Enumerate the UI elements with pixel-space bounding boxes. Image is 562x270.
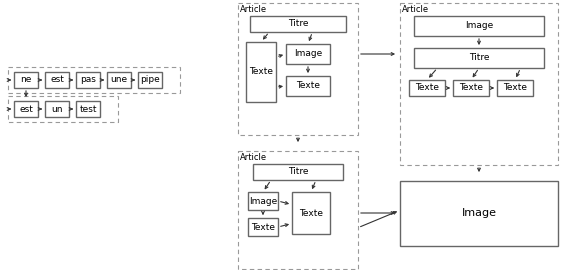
Text: Texte: Texte <box>503 83 527 93</box>
Text: Titre: Titre <box>288 19 308 29</box>
Bar <box>286 44 330 64</box>
Bar <box>250 16 346 32</box>
Bar <box>414 48 544 68</box>
Bar <box>238 151 358 269</box>
Bar <box>45 101 69 117</box>
Text: Article: Article <box>240 5 267 14</box>
Bar <box>286 76 330 96</box>
Bar <box>107 72 131 88</box>
Bar <box>497 80 533 96</box>
Text: pas: pas <box>80 76 96 85</box>
Text: Image: Image <box>249 197 277 205</box>
Text: Texte: Texte <box>249 68 273 76</box>
Text: Image: Image <box>294 49 322 59</box>
Bar <box>45 72 69 88</box>
Text: Image: Image <box>465 22 493 31</box>
Text: pipe: pipe <box>140 76 160 85</box>
Text: Titre: Titre <box>469 53 490 62</box>
Bar <box>292 192 330 234</box>
Text: est: est <box>50 76 64 85</box>
Text: Texte: Texte <box>459 83 483 93</box>
Text: Texte: Texte <box>299 208 323 218</box>
Text: Texte: Texte <box>415 83 439 93</box>
Bar <box>14 101 38 117</box>
Text: est: est <box>19 104 33 113</box>
Text: Texte: Texte <box>296 82 320 90</box>
Text: Titre: Titre <box>288 167 308 177</box>
Bar <box>400 3 558 165</box>
Bar <box>253 164 343 180</box>
Bar <box>76 72 100 88</box>
Text: Article: Article <box>402 5 429 14</box>
Bar <box>453 80 489 96</box>
Bar <box>400 181 558 246</box>
Bar <box>14 72 38 88</box>
Text: Article: Article <box>240 153 267 161</box>
Text: Image: Image <box>461 208 496 218</box>
Bar <box>138 72 162 88</box>
Bar <box>248 218 278 236</box>
Bar <box>246 42 276 102</box>
Bar <box>238 3 358 135</box>
Bar <box>414 16 544 36</box>
Text: une: une <box>111 76 128 85</box>
Text: ne: ne <box>20 76 31 85</box>
Text: un: un <box>51 104 63 113</box>
Bar <box>8 96 118 122</box>
Bar <box>8 67 180 93</box>
Text: test: test <box>79 104 97 113</box>
Bar <box>248 192 278 210</box>
Bar <box>76 101 100 117</box>
Text: Texte: Texte <box>251 222 275 231</box>
Bar <box>409 80 445 96</box>
